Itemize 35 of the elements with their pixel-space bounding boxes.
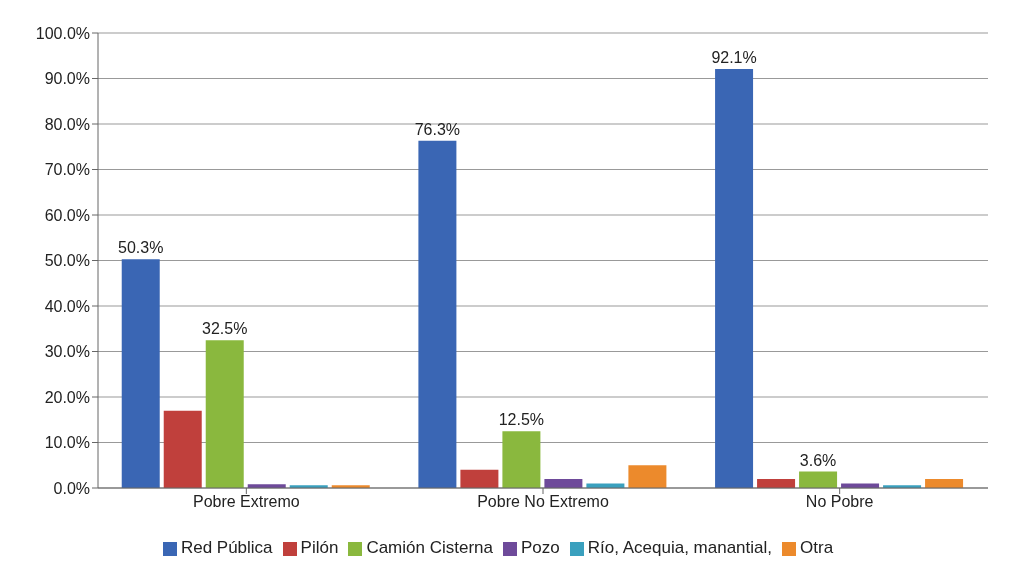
bar	[205, 340, 244, 488]
bar	[799, 471, 838, 488]
y-tick-label: 40.0%	[44, 297, 90, 315]
y-tick-label: 60.0%	[44, 206, 90, 224]
y-tick-label: 50.0%	[44, 252, 90, 270]
bar	[163, 410, 202, 488]
y-tick-label: 20.0%	[44, 388, 90, 406]
x-tick-label: Pobre Extremo	[192, 493, 300, 511]
bar	[460, 469, 499, 488]
data-label: 3.6%	[799, 451, 837, 469]
y-tick-label: 100.0%	[35, 24, 90, 42]
bar	[628, 465, 667, 488]
y-tick-label: 10.0%	[44, 434, 90, 452]
legend-label: Río, Acequia, manantial,	[587, 538, 773, 557]
y-tick-label: 30.0%	[44, 343, 90, 361]
bar	[502, 431, 541, 488]
legend-label: Otra	[800, 538, 834, 557]
bar	[418, 140, 457, 488]
data-label: 12.5%	[498, 411, 545, 429]
bar	[715, 68, 754, 488]
legend-label: Pilón	[300, 538, 339, 557]
data-label: 76.3%	[414, 120, 461, 138]
y-tick-label: 0.0%	[53, 479, 90, 497]
x-tick-label: Pobre No Extremo	[477, 493, 609, 511]
x-tick-label: No Pobre	[805, 493, 874, 511]
data-label: 50.3%	[118, 239, 164, 257]
legend-label: Red Pública	[180, 538, 273, 557]
y-tick-label: 80.0%	[44, 115, 90, 133]
y-tick-label: 90.0%	[44, 70, 90, 88]
legend-label: Camión Cisterna	[366, 538, 493, 557]
legend-label: Pozo	[521, 538, 560, 557]
data-label: 32.5%	[202, 320, 248, 338]
bar	[121, 259, 160, 488]
data-label: 92.1%	[711, 48, 757, 66]
y-tick-label: 70.0%	[44, 161, 90, 179]
